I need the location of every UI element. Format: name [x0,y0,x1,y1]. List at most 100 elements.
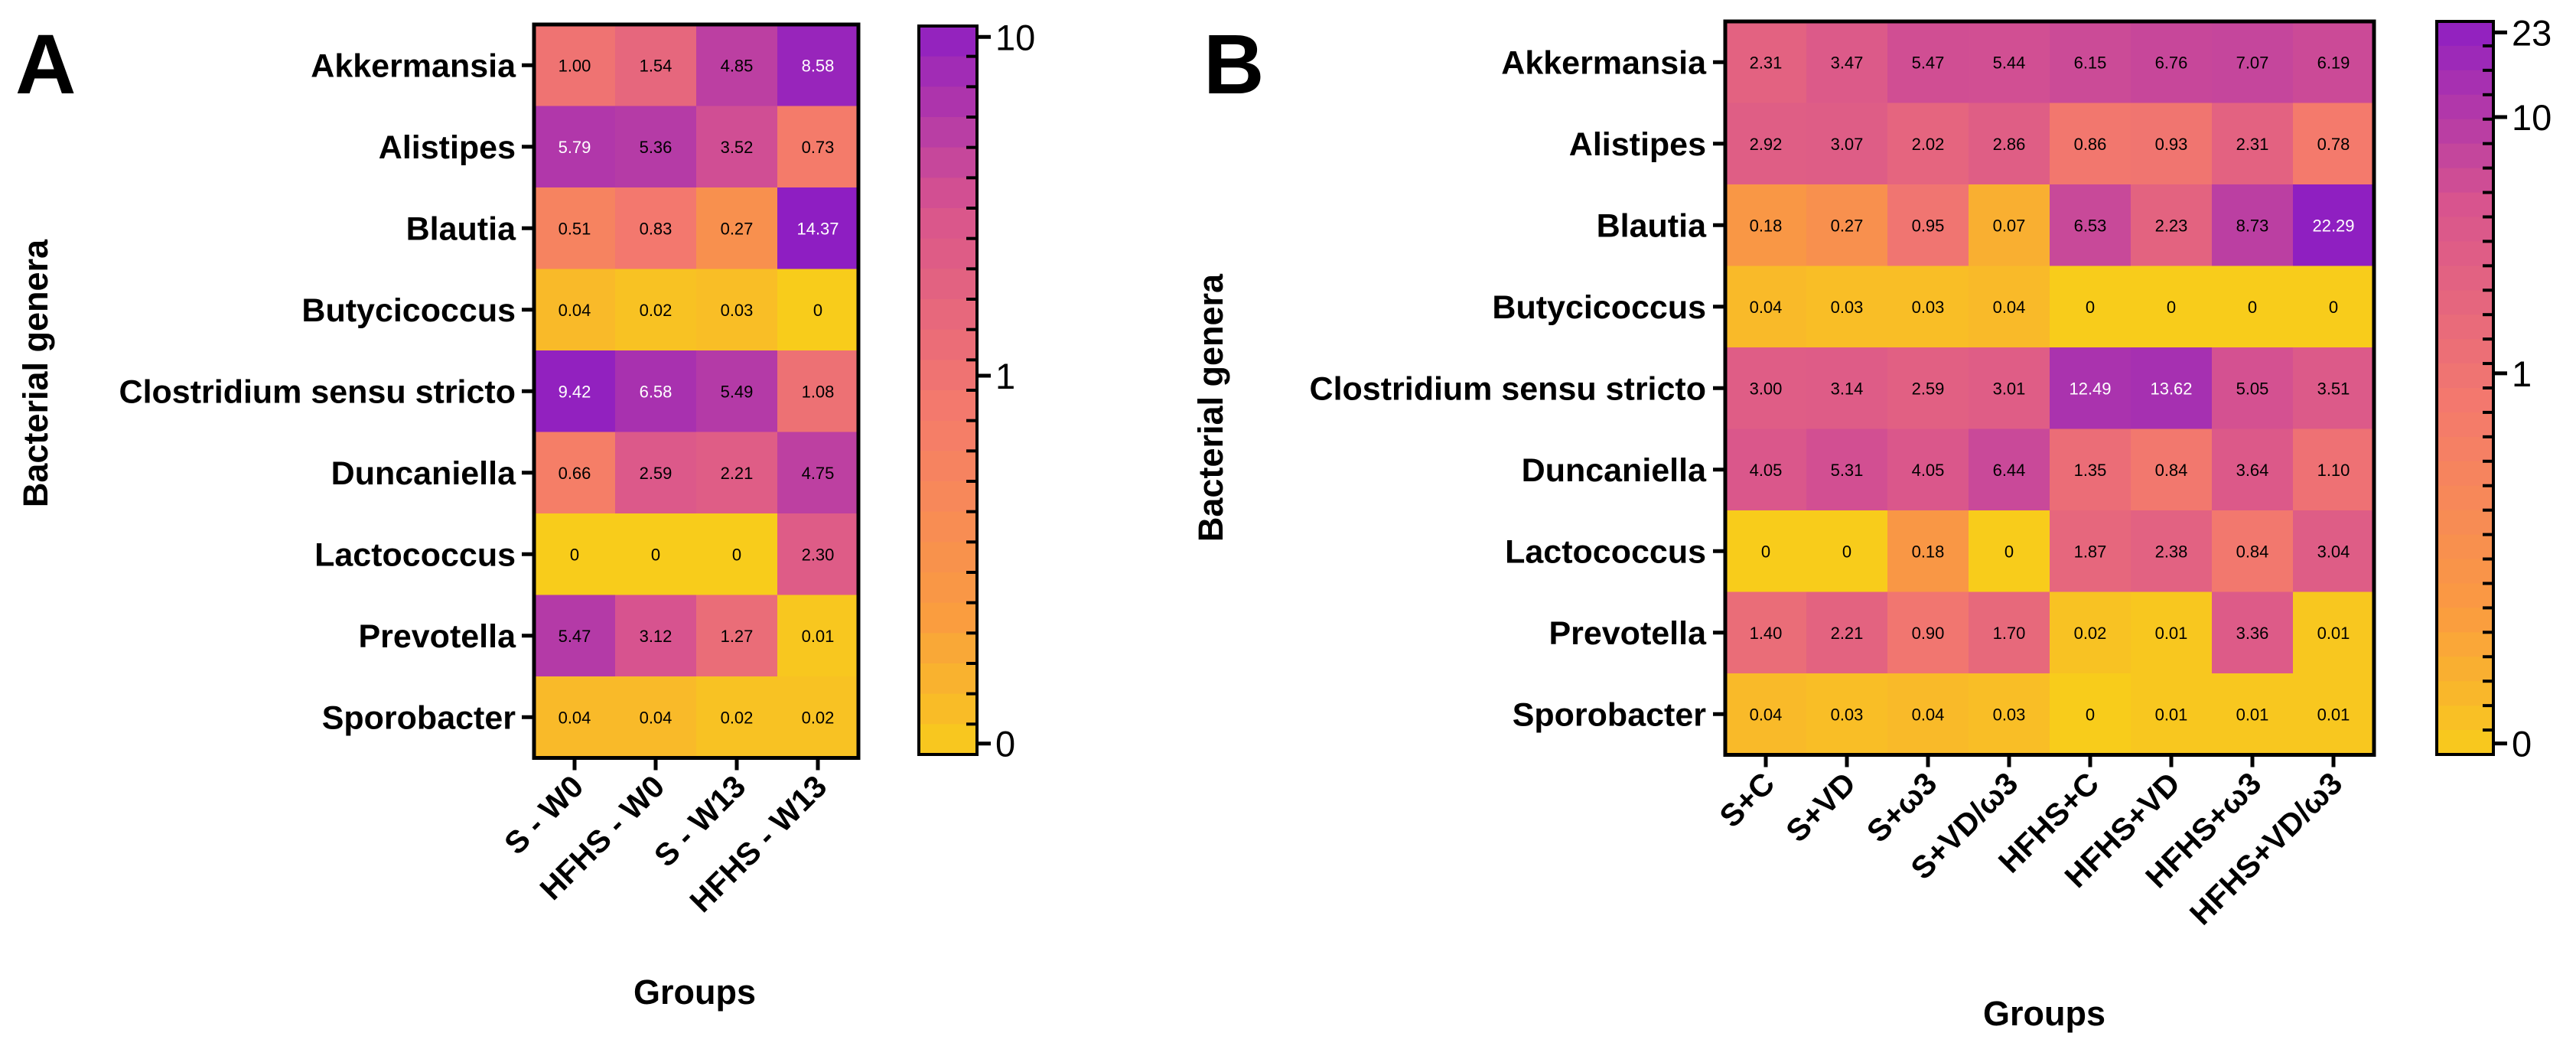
heatmap-cell [1887,21,1969,103]
colorbar-segment [2437,705,2493,731]
cell-value-label: 0.27 [1831,216,1864,235]
colorbar-tick-label: 10 [995,17,1035,57]
cell-value-label: 1.10 [2317,461,2350,480]
cell-value-label: 3.01 [1993,379,2026,398]
colorbar-segment [919,451,977,482]
heatmap-cell [534,432,616,514]
heatmap-cell [2131,184,2213,266]
cell-value-label: 0.04 [1750,705,1783,724]
colorbar-segment [919,26,977,57]
heatmap-cell [1725,103,1807,185]
cell-value-label: 3.00 [1750,379,1783,398]
cell-value-label: 0.04 [640,708,672,727]
heatmap-cell [2293,103,2375,185]
row-label: Lactococcus [1505,533,1706,570]
cell-value-label: 7.07 [2236,53,2269,72]
cell-value-label: 5.47 [1912,53,1945,72]
heatmap-cell [2131,266,2213,348]
cell-value-label: 1.70 [1993,624,2026,643]
heatmap-cell [2212,591,2294,674]
heatmap-cell [1806,591,1888,674]
heatmap-cell [2050,103,2131,185]
colorbar-segment [919,511,977,543]
cell-value-label: 0.66 [559,464,591,483]
heatmap-cell [1806,21,1888,103]
y-axis-title-a: Bacterial genera [16,239,55,507]
cell-value-label: 8.73 [2236,216,2269,235]
cell-value-label: 12.49 [2069,379,2111,398]
colorbar-segment [919,208,977,240]
cell-value-label: 0.83 [640,219,672,238]
cell-value-label: 4.05 [1912,461,1945,480]
row-label: Clostridium sensu stricto [119,373,516,410]
cell-value-label: 0.27 [721,219,754,238]
heatmap-cell [2131,429,2213,511]
colorbar-segment [2437,21,2493,47]
colorbar-segment [919,693,977,725]
heatmap-cell [1725,591,1807,674]
colorbar-segment [919,633,977,664]
cell-value-label: 3.52 [721,138,754,157]
heatmap-cell [777,676,859,758]
cell-value-label: 5.49 [721,382,754,401]
cell-value-label: 0.03 [1831,705,1864,724]
colorbar-segment [2437,290,2493,315]
colorbar-segment [919,147,977,178]
cell-value-label: 0 [651,545,660,564]
cell-value-label: 2.31 [2236,135,2269,154]
cell-value-label: 2.59 [640,464,672,483]
colorbar-segment [2437,583,2493,608]
heatmap-cell [615,106,697,188]
heatmap-cells-b: 2.31 3.47 5.47 5.44 6.15 6.76 7.07 6.19 2.92 3.07… [1723,19,2376,757]
cell-value-label: 3.36 [2236,624,2269,643]
colorbar-segment [919,238,977,269]
cell-value-label: 1.35 [2074,461,2107,480]
heatmap-cell [696,595,778,677]
heatmap-cell [2212,429,2294,511]
row-label: Duncaniella [1522,452,1707,489]
cell-value-label: 0.95 [1912,216,1945,235]
heatmap-cell [534,350,616,432]
heatmap-cell [2131,591,2213,674]
cell-value-label: 1.00 [559,56,591,75]
colorbar-segment [919,542,977,573]
heatmap-cell [777,595,859,677]
cell-value-label: 0.02 [802,708,835,727]
cell-value-label: 1.08 [802,382,835,401]
heatmap-cell [2050,266,2131,348]
cell-value-label: 0 [2329,298,2338,317]
colorbar-segment [919,663,977,695]
heatmap-cells-a: 1.00 1.54 4.85 8.58 5.79 5.36 3.52 0.73 0.51 0.83… [532,22,861,760]
heatmap-cell [1887,429,1969,511]
colorbar-segment [2437,485,2493,511]
cell-value-label: 13.62 [2150,379,2192,398]
colorbar-segment [919,56,977,87]
colorbar-segment [2437,608,2493,633]
heatmap-cell [1887,266,1969,348]
heatmap-cell [1887,103,1969,185]
cell-value-label: 6.53 [2074,216,2107,235]
cell-value-label: 0.01 [2155,624,2188,643]
colorbar-segment [919,390,977,422]
heatmap-cell [1725,266,1807,348]
row-label: Prevotella [358,618,516,655]
colorbar-segment [2437,657,2493,682]
colorbar-tick-label: 1 [2512,354,2532,394]
cell-value-label: 4.85 [721,56,754,75]
colorbar-segment [2437,510,2493,536]
heatmap-cell [2050,347,2131,429]
heatmap-cell [2050,591,2131,674]
colorbar-segment [2437,94,2493,120]
heatmap-cell [2212,266,2294,348]
cell-value-label: 3.14 [1831,379,1864,398]
heatmap-cell [2293,429,2375,511]
heatmap-cell [2131,673,2213,755]
cell-value-label: 5.31 [1831,461,1864,480]
heatmap-cell [1806,266,1888,348]
heatmap-cell [615,269,697,351]
heatmap-cell [2212,103,2294,185]
colorbar-border [917,24,979,756]
heatmap-cell [534,24,616,106]
heatmap-cell [1806,429,1888,511]
